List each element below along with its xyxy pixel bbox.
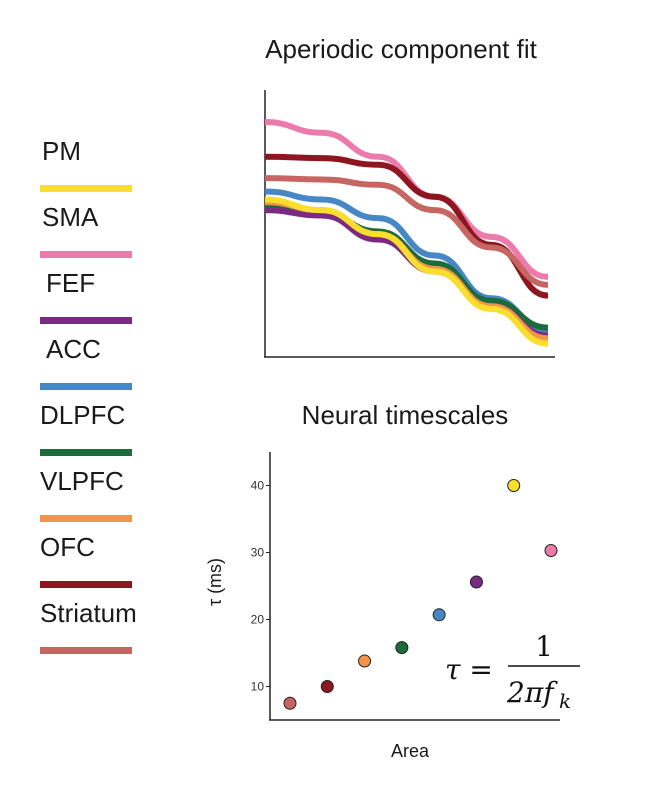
formula-numerator: 1 xyxy=(535,630,553,663)
legend-label-ofc: OFC xyxy=(40,532,95,562)
formula-denominator: 2πf xyxy=(506,676,558,709)
y-tick-label-10: 10 xyxy=(251,680,265,694)
scatter-point-sma xyxy=(544,543,558,557)
line-series-striatum xyxy=(264,175,549,288)
tau-formula: τ = 1 2πf k xyxy=(445,630,580,713)
legend-swatch-sma xyxy=(40,251,132,258)
legend-swatch-vlpfc xyxy=(40,515,132,522)
legend-label-sma: SMA xyxy=(42,202,99,232)
scatter-x-label: Area xyxy=(391,741,430,761)
y-tick-label-20: 20 xyxy=(251,613,265,627)
scatter-point-vlpfc xyxy=(358,654,372,668)
legend-swatch-acc xyxy=(40,383,132,390)
scatter-point-dlpfc xyxy=(395,641,409,655)
scatter-y-ticks: 10 20 30 40 xyxy=(251,479,270,694)
y-tick-label-40: 40 xyxy=(251,479,265,493)
scatter-point-fef xyxy=(469,575,483,589)
line-series-pm xyxy=(264,196,549,347)
line-series-fef xyxy=(264,207,549,339)
legend-label-dlpfc: DLPFC xyxy=(40,400,126,430)
scatter-point-striatum xyxy=(283,696,297,710)
legend-label-pm: PM xyxy=(42,136,81,166)
scatter-point-ofc xyxy=(320,680,334,693)
scatter-points xyxy=(283,479,558,710)
formula-lhs: τ = xyxy=(445,653,493,686)
line-chart-series xyxy=(264,119,549,347)
scatter-y-label: τ (ms) xyxy=(205,558,225,606)
scatter-point-pm xyxy=(507,479,521,492)
legend-swatch-pm xyxy=(40,185,132,192)
legend-swatch-ofc xyxy=(40,581,132,588)
legend-label-fef: FEF xyxy=(46,268,96,298)
legend: PM SMA FEF ACC DLPFC VLPFC OFC Striatum xyxy=(0,0,180,788)
line-chart-axes xyxy=(264,90,555,358)
scatter-chart-axes xyxy=(269,452,560,721)
scatter-point-acc xyxy=(432,608,446,622)
legend-swatch-dlpfc xyxy=(40,449,132,456)
legend-swatch-striatum xyxy=(40,647,132,654)
legend-label-vlpfc: VLPFC xyxy=(40,466,124,496)
formula-subscript: k xyxy=(559,689,571,713)
legend-swatch-fef xyxy=(40,317,132,324)
legend-label-striatum: Striatum xyxy=(40,598,137,628)
line-series-vlpfc xyxy=(264,199,549,342)
line-chart-title: Aperiodic component fit xyxy=(265,34,537,64)
legend-label-acc: ACC xyxy=(46,334,101,364)
y-tick-label-30: 30 xyxy=(251,546,265,560)
scatter-chart-title: Neural timescales xyxy=(302,400,509,430)
